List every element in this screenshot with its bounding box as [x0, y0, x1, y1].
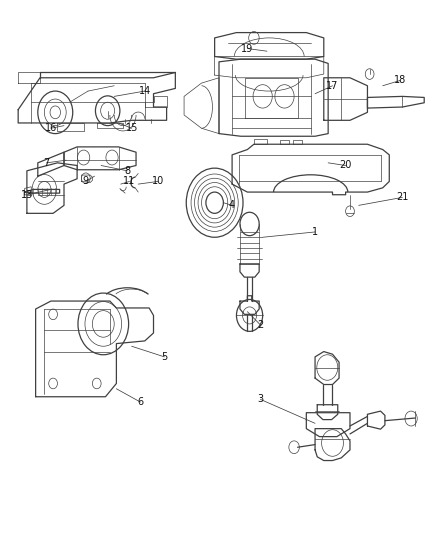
- Text: 20: 20: [339, 160, 352, 171]
- Text: 7: 7: [43, 158, 49, 168]
- Text: 21: 21: [396, 192, 409, 203]
- Text: 4: 4: [229, 200, 235, 211]
- Text: 15: 15: [126, 123, 138, 133]
- Text: 14: 14: [139, 86, 151, 96]
- Text: 2: 2: [258, 320, 264, 330]
- Text: 13: 13: [21, 190, 33, 200]
- Text: 10: 10: [152, 176, 164, 187]
- Text: 8: 8: [124, 166, 131, 176]
- Text: 5: 5: [161, 352, 168, 362]
- Text: 1: 1: [312, 227, 318, 237]
- Text: 9: 9: [83, 176, 89, 187]
- Text: 18: 18: [394, 76, 406, 85]
- Text: 6: 6: [138, 397, 144, 407]
- Text: 3: 3: [258, 394, 264, 405]
- Text: 16: 16: [45, 123, 57, 133]
- Text: 11: 11: [124, 176, 136, 187]
- Text: 17: 17: [326, 81, 339, 91]
- Text: 19: 19: [241, 44, 254, 53]
